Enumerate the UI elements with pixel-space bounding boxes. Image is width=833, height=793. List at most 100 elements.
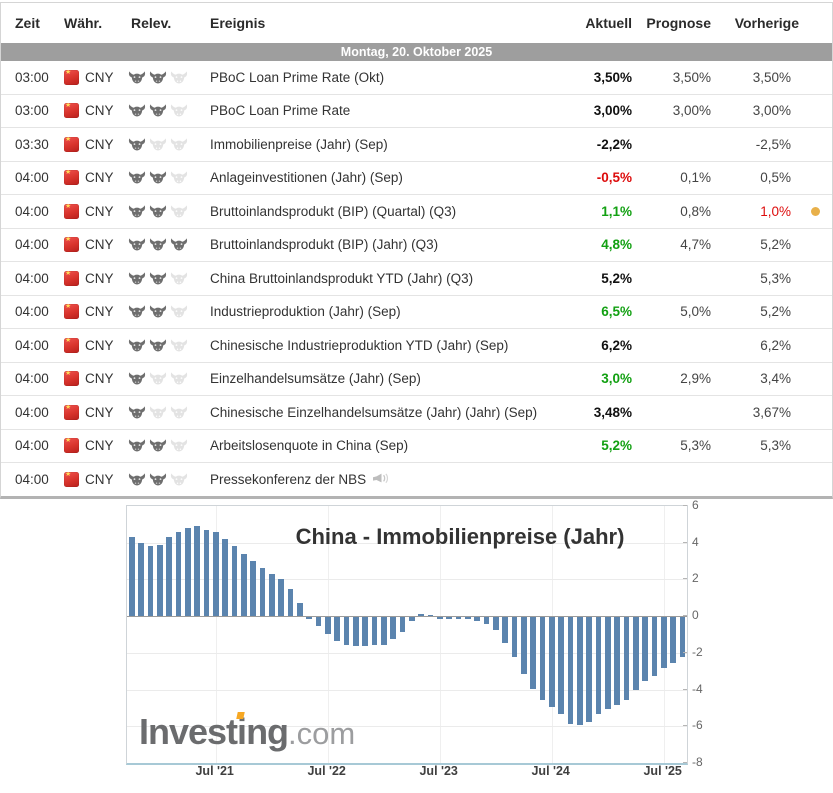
bar [334,617,340,641]
bar [474,617,480,621]
actual-value: -2,2% [596,136,632,152]
event-row[interactable]: 04:00 ★ CNY Chinesische Industrieproduktio… [1,328,832,362]
bar [268,573,275,617]
bar [343,617,350,645]
y-axis-label: -6 [692,718,703,733]
event-row[interactable]: 04:00 ★ CNY Bruttoinlandsprodukt (BIP) (Ja… [1,227,832,261]
bull-relevance-icon [149,238,167,251]
bar [259,568,266,617]
bull-relevance-icon [170,339,188,352]
bar [231,546,238,617]
relevance-bulls [128,237,210,252]
event-link[interactable]: Arbeitslosenquote in China (Sep) [210,438,409,454]
bar [679,617,686,658]
event-row[interactable]: 03:30 ★ CNY Immobilienpreise (Jahr) (Sep) -… [1,127,832,161]
forecast-value: 2,9% [680,371,711,387]
previous-value: 3,00% [752,103,791,119]
event-link[interactable]: China Bruttoinlandsprodukt YTD (Jahr) (Q… [210,270,474,286]
economic-calendar-table: Zeit Währ. Relev. Ereignis Aktuell Progn… [0,2,833,499]
currency-code: CNY [85,170,114,186]
bar [128,537,135,617]
event-link[interactable]: PBoC Loan Prime Rate (Okt) [210,69,385,85]
bar [194,526,200,617]
event-time: 04:00 [15,337,49,353]
x-axis-label: Jul '22 [307,764,346,778]
event-link[interactable]: Chinesische Industrieproduktion YTD (Jah… [210,337,509,353]
bar [586,617,592,722]
event-row[interactable]: 04:00 ★ CNY Arbeitslosenquote in China (Se… [1,428,832,462]
bull-relevance-icon [149,138,167,151]
event-time: 03:00 [15,103,49,119]
event-time: 04:00 [15,404,49,420]
bull-relevance-icon [170,406,188,419]
column-header-time[interactable]: Zeit [15,15,40,31]
bar [483,617,490,625]
column-header-currency[interactable]: Währ. [64,15,103,31]
event-link[interactable]: Anlageinvestitionen (Jahr) (Sep) [210,170,403,186]
forecast-value: 3,50% [672,69,711,85]
previous-value: 5,2% [760,304,791,320]
event-row[interactable]: 03:00 ★ CNY PBoC Loan Prime Rate 3,00% 3,00%… [1,93,832,127]
bar [502,617,508,643]
relevance-bulls [128,338,210,353]
x-axis-label: Jul '21 [195,764,234,778]
event-time: 04:00 [15,203,49,219]
bull-relevance-icon [128,171,146,184]
bull-relevance-icon [128,138,146,151]
event-link[interactable]: Bruttoinlandsprodukt (BIP) (Jahr) (Q3) [210,237,439,253]
bar [156,544,163,617]
event-link[interactable]: Einzelhandelsumsätze (Jahr) (Sep) [210,371,421,387]
bull-relevance-icon [128,205,146,218]
event-row[interactable]: 04:00 ★ CNY Anlageinvestitionen (Jahr) (Se… [1,160,832,194]
column-header-relevance[interactable]: Relev. [131,15,172,31]
y-axis-label: -4 [692,681,703,696]
event-row[interactable]: 04:00 ★ CNY Pressekonferenz der NBS [1,462,832,496]
bull-relevance-icon [128,339,146,352]
event-row[interactable]: 04:00 ★ CNY Einzelhandelsumsätze (Jahr) (S… [1,361,832,395]
bar [138,542,144,617]
y-axis-label: -8 [692,755,703,769]
bar [539,617,546,700]
relevance-bulls [128,137,210,152]
bar [352,617,359,647]
column-header-actual[interactable]: Aktuell [585,15,632,31]
event-link[interactable]: PBoC Loan Prime Rate [210,103,351,119]
column-header-forecast[interactable]: Prognose [646,15,711,31]
event-link[interactable]: Industrieproduktion (Jahr) (Sep) [210,304,401,320]
event-row[interactable]: 04:00 ★ CNY Industrieproduktion (Jahr) (Se… [1,294,832,328]
bull-relevance-icon [170,171,188,184]
event-row[interactable]: 04:00 ★ CNY Chinesische Einzelhandelsumsät… [1,395,832,429]
bar [362,617,368,647]
event-row[interactable]: 04:00 ★ CNY Bruttoinlandsprodukt (BIP) (Qu… [1,194,832,228]
bar [371,617,378,645]
bar [287,588,294,617]
x-axis-label: Jul '23 [419,764,458,778]
china-flag-icon: ★ [64,237,79,253]
y-axis-label: 6 [692,498,699,512]
revision-dot-icon [811,206,820,216]
bull-relevance-icon [149,272,167,285]
event-row[interactable]: 03:00 ★ CNY PBoC Loan Prime Rate (Okt) 3,50… [1,61,832,94]
bar [623,617,630,700]
actual-value: 6,2% [601,337,632,353]
event-link[interactable]: Immobilienpreise (Jahr) (Sep) [210,136,388,152]
chart-title: China - Immobilienpreise (Jahr) [295,524,625,549]
relevance-bulls [128,204,210,219]
china-flag-icon: ★ [64,304,79,320]
event-link[interactable]: Bruttoinlandsprodukt (BIP) (Quartal) (Q3… [210,203,457,219]
actual-value: 4,8% [601,237,632,253]
event-link[interactable]: Pressekonferenz der NBS [210,471,367,487]
bull-relevance-icon [128,71,146,84]
column-header-previous[interactable]: Vorherige [734,15,799,31]
relevance-bulls [128,103,210,118]
currency-code: CNY [85,471,114,487]
column-header-event[interactable]: Ereignis [210,15,266,31]
forecast-value: 0,8% [680,203,711,219]
currency-code: CNY [85,270,114,286]
x-axis-label: Jul '25 [643,764,682,778]
event-row[interactable]: 04:00 ★ CNY China Bruttoinlandsprodukt YTD… [1,261,832,295]
bull-relevance-icon [170,104,188,117]
event-link[interactable]: Chinesische Einzelhandelsumsätze (Jahr) … [210,404,538,420]
china-flag-icon: ★ [64,136,79,152]
event-time: 04:00 [15,270,49,286]
